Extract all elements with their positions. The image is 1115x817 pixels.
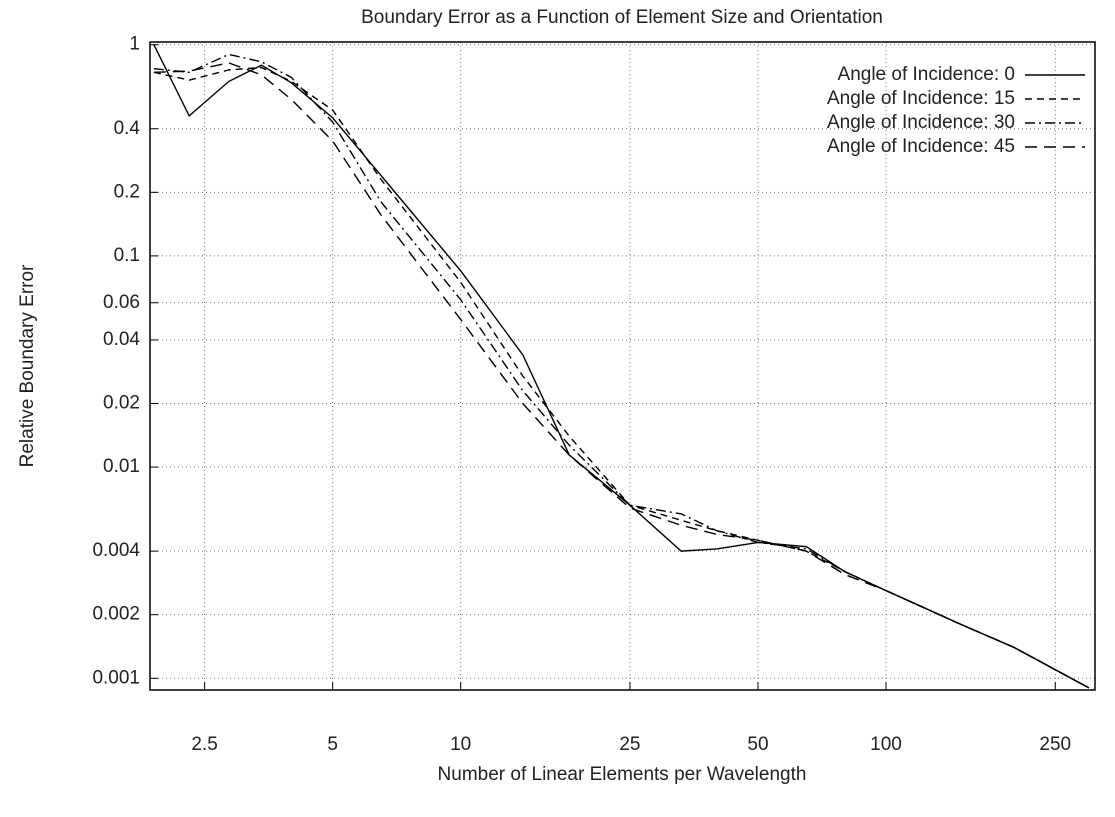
data-line	[153, 62, 1090, 689]
y-tick-label: 0.004	[92, 540, 140, 561]
y-tick-label: 0.002	[92, 604, 140, 625]
y-axis-label: Relative Boundary Error	[17, 264, 38, 467]
legend-label: Angle of Incidence: 30	[827, 112, 1015, 133]
x-tick-label: 50	[747, 734, 768, 755]
x-tick-label: 2.5	[191, 734, 217, 755]
chart-title: Boundary Error as a Function of Element …	[361, 7, 883, 28]
x-tick-label: 100	[870, 734, 902, 755]
legend-label: Angle of Incidence: 15	[827, 88, 1015, 109]
x-tick-label: 10	[450, 734, 471, 755]
x-tick-label: 5	[327, 734, 338, 755]
y-tick-label: 0.1	[114, 245, 140, 266]
plot-frame	[149, 41, 1096, 691]
data-line	[153, 66, 1090, 689]
y-tick-label: 0.01	[103, 456, 140, 477]
x-axis-label: Number of Linear Elements per Wavelength	[438, 764, 807, 785]
y-tick-label: 0.02	[103, 393, 140, 414]
y-tick-label: 0.06	[103, 292, 140, 313]
y-tick-label: 0.4	[114, 118, 141, 139]
x-tick-label: 250	[1039, 734, 1071, 755]
y-tick-label: 0.04	[103, 329, 140, 350]
y-tick-label: 0.001	[92, 667, 140, 688]
y-tick-label: 1	[129, 34, 140, 55]
y-tick-label: 0.2	[114, 181, 140, 202]
legend-label: Angle of Incidence: 0	[838, 64, 1015, 85]
legend-label: Angle of Incidence: 45	[827, 136, 1015, 157]
x-tick-label: 25	[619, 734, 640, 755]
